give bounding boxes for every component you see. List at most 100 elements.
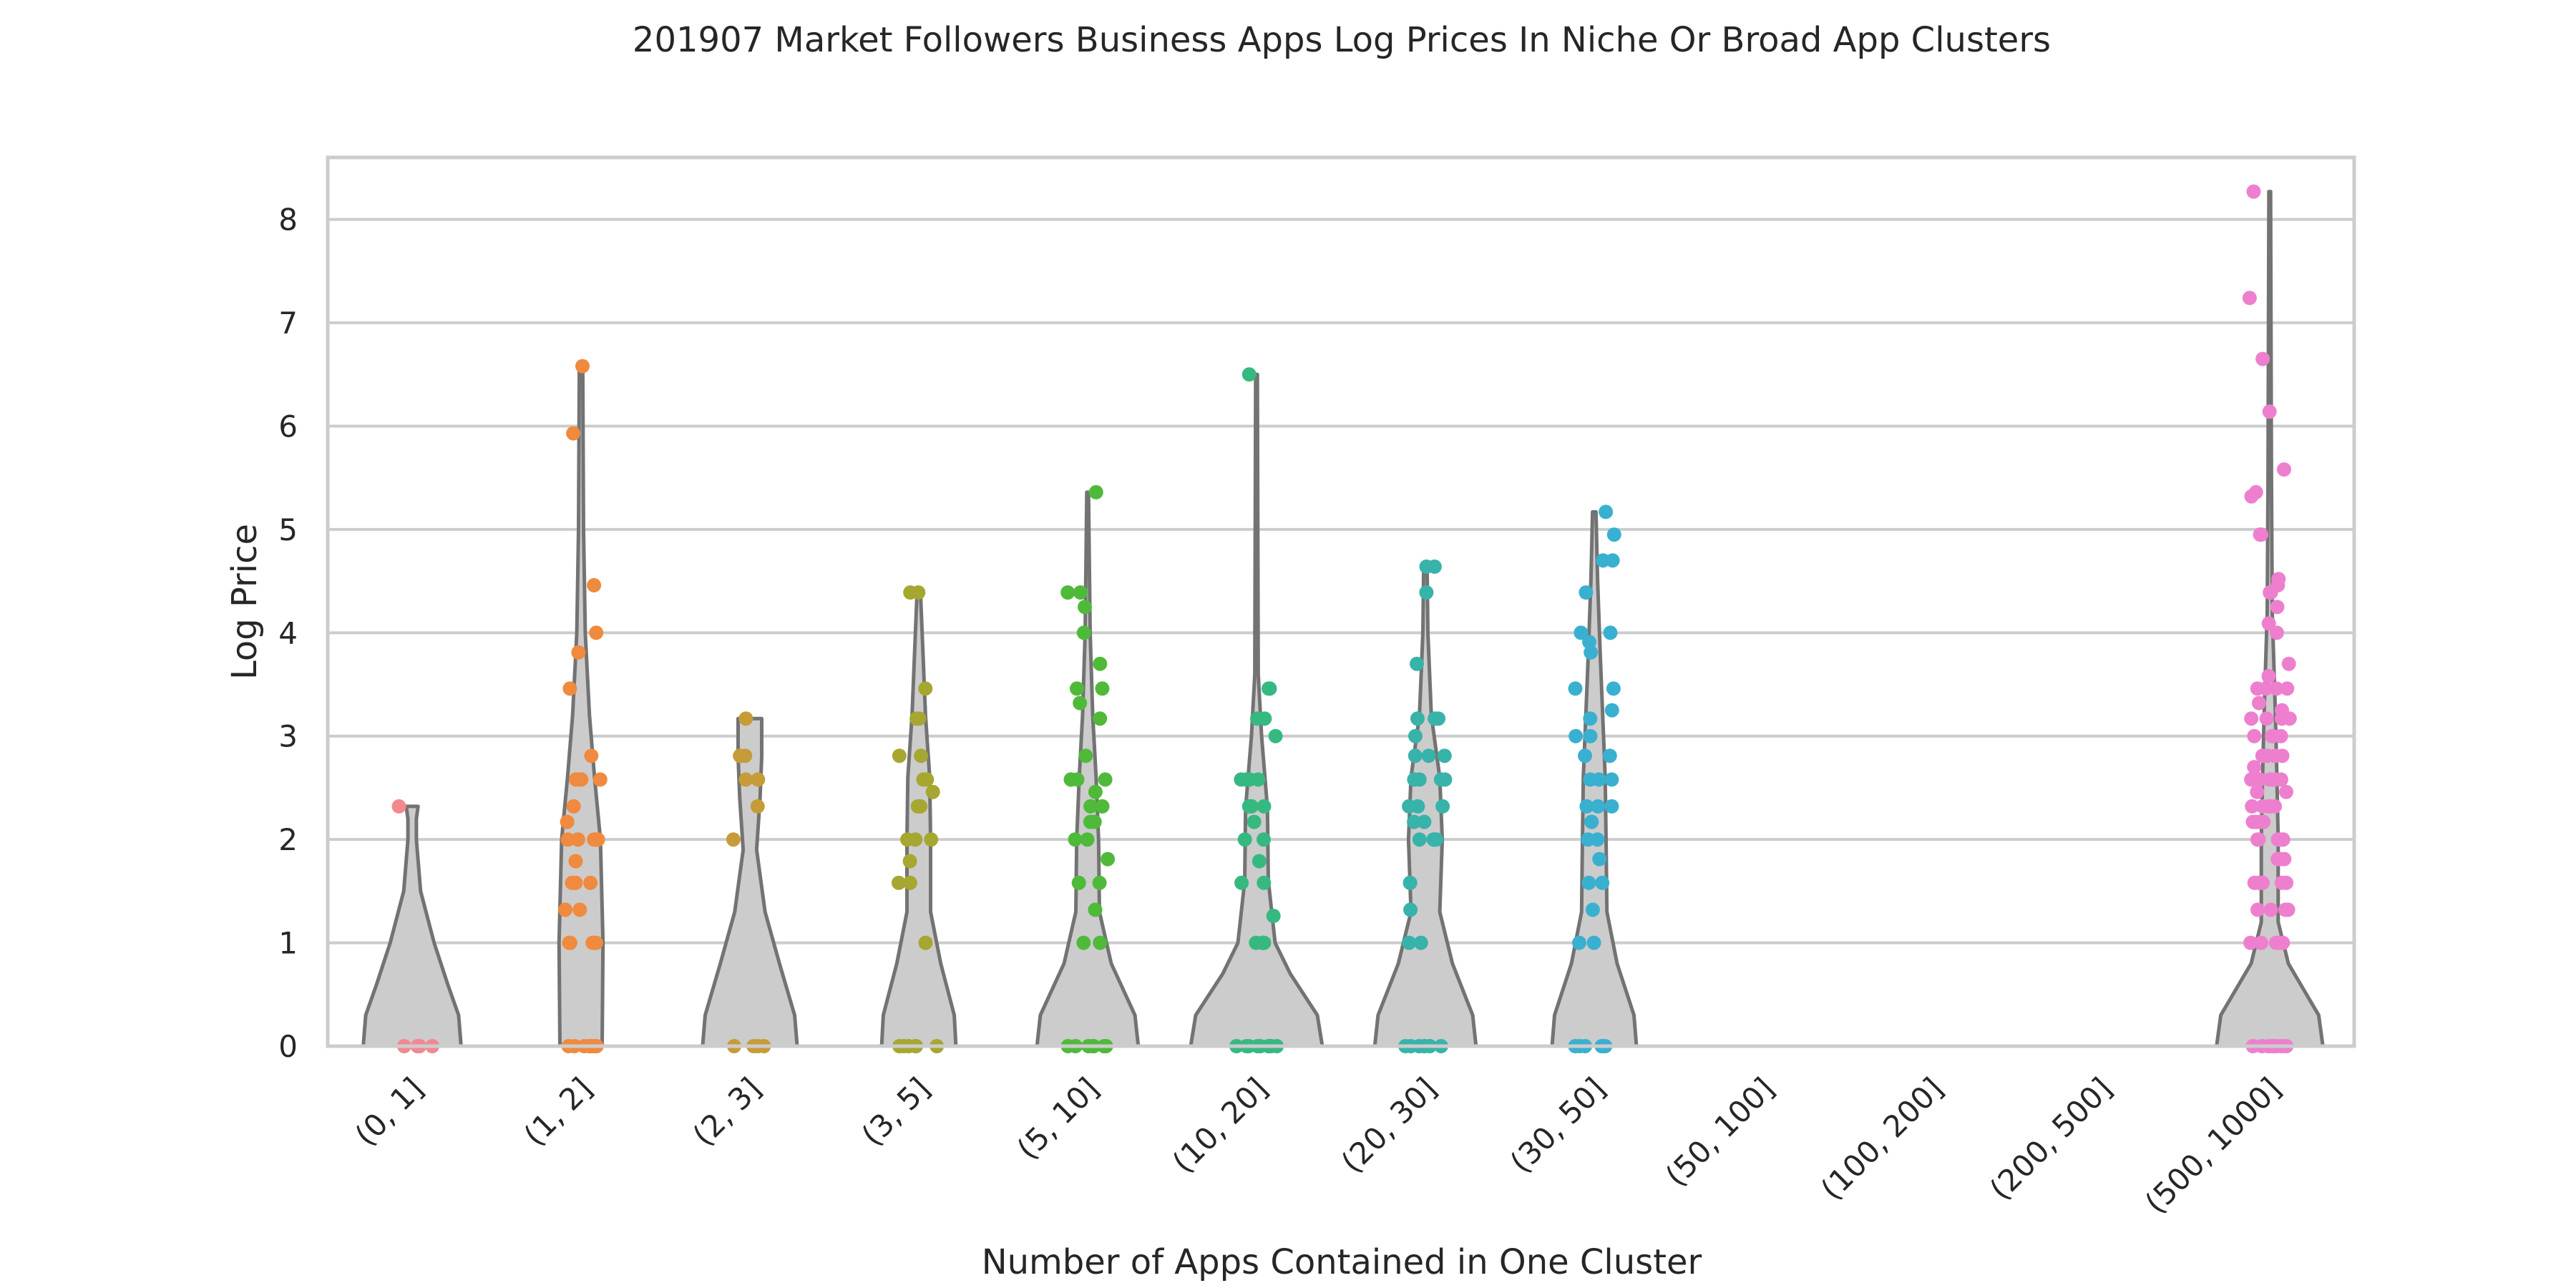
data-point bbox=[738, 772, 753, 787]
data-point bbox=[726, 832, 741, 847]
data-point bbox=[571, 832, 585, 847]
data-point bbox=[571, 645, 586, 660]
data-point bbox=[1234, 875, 1249, 890]
data-point bbox=[2259, 711, 2274, 726]
data-point bbox=[558, 902, 572, 917]
data-point bbox=[1586, 935, 1601, 950]
data-point bbox=[2251, 832, 2266, 847]
x-tick-label: (3, 5] bbox=[855, 1070, 937, 1152]
data-point bbox=[892, 875, 906, 890]
data-point bbox=[1581, 832, 1596, 847]
data-point bbox=[1070, 772, 1085, 787]
data-point bbox=[1095, 799, 1110, 814]
data-point bbox=[1068, 832, 1083, 847]
data-point bbox=[1585, 902, 1600, 917]
data-point bbox=[1088, 484, 1103, 499]
data-point bbox=[1574, 625, 1589, 640]
data-point bbox=[1408, 728, 1423, 743]
data-point bbox=[2253, 772, 2267, 787]
data-point bbox=[1421, 748, 1436, 763]
data-point bbox=[2245, 799, 2260, 814]
y-axis-label: Log Price bbox=[225, 524, 265, 680]
data-point bbox=[1080, 832, 1095, 847]
data-point bbox=[1403, 902, 1418, 917]
data-point bbox=[1578, 748, 1592, 763]
data-point bbox=[1237, 832, 1252, 847]
data-point bbox=[1413, 935, 1428, 950]
data-point bbox=[1407, 748, 1423, 763]
data-point bbox=[2270, 852, 2285, 867]
data-point bbox=[1244, 799, 1259, 814]
y-tick-label: 0 bbox=[278, 1029, 298, 1064]
data-point bbox=[2273, 832, 2288, 847]
data-point bbox=[1435, 799, 1450, 814]
data-point bbox=[587, 832, 602, 847]
data-point bbox=[1093, 656, 1108, 671]
violin-2 bbox=[701, 716, 799, 1048]
data-point bbox=[1596, 553, 1611, 568]
data-point bbox=[575, 358, 590, 374]
data-point bbox=[1419, 585, 1434, 600]
x-tick-label: (30, 50] bbox=[1503, 1070, 1612, 1179]
data-point bbox=[1606, 527, 1621, 542]
data-point bbox=[1583, 711, 1598, 726]
data-point bbox=[1246, 814, 1262, 829]
violin-3 bbox=[879, 590, 958, 1048]
x-tick-label: (100, 200] bbox=[1814, 1070, 1950, 1206]
data-point bbox=[1087, 814, 1102, 829]
data-point bbox=[560, 814, 575, 829]
y-tick-label: 7 bbox=[278, 306, 298, 341]
data-point bbox=[2268, 799, 2283, 814]
data-point bbox=[1592, 852, 1607, 867]
data-point bbox=[1604, 772, 1619, 787]
plot-frame bbox=[326, 155, 2356, 1048]
y-tick-label: 6 bbox=[278, 409, 298, 444]
data-point bbox=[1101, 852, 1116, 867]
data-point bbox=[2255, 748, 2270, 763]
data-point bbox=[918, 681, 933, 696]
data-point bbox=[902, 854, 917, 869]
data-point bbox=[2268, 748, 2282, 763]
data-point bbox=[1093, 711, 1108, 726]
chart-title: 201907 Market Followers Business Apps Lo… bbox=[633, 20, 2051, 60]
data-point bbox=[2272, 935, 2286, 950]
data-point bbox=[587, 577, 602, 592]
data-point bbox=[1595, 875, 1610, 890]
data-point bbox=[587, 935, 602, 950]
data-point bbox=[1234, 772, 1249, 787]
data-point bbox=[1599, 504, 1614, 519]
data-point bbox=[391, 799, 406, 814]
violin-6 bbox=[1372, 565, 1478, 1048]
data-point bbox=[1098, 772, 1113, 787]
data-point bbox=[2269, 681, 2284, 696]
data-point bbox=[1071, 875, 1086, 890]
violin-0 bbox=[361, 804, 463, 1048]
data-point bbox=[2255, 875, 2270, 890]
data-point bbox=[1268, 728, 1283, 743]
data-point bbox=[566, 426, 581, 441]
data-point bbox=[2278, 902, 2293, 917]
data-point bbox=[738, 748, 753, 763]
data-point bbox=[2258, 681, 2273, 696]
data-point bbox=[2255, 351, 2270, 366]
data-point bbox=[751, 772, 766, 787]
data-point bbox=[2262, 404, 2277, 419]
data-point bbox=[1437, 748, 1452, 763]
x-tick-label: (20, 30] bbox=[1335, 1070, 1443, 1179]
data-point bbox=[1088, 902, 1103, 917]
data-point bbox=[1402, 935, 1417, 950]
x-tick-label: (50, 100] bbox=[1659, 1070, 1781, 1193]
data-point bbox=[1073, 585, 1088, 600]
data-point bbox=[1582, 635, 1597, 650]
data-point bbox=[2271, 572, 2286, 587]
y-tick-label: 3 bbox=[278, 719, 298, 754]
data-point bbox=[1070, 681, 1084, 696]
data-point bbox=[1604, 703, 1619, 718]
data-point bbox=[1579, 585, 1594, 600]
data-point bbox=[1083, 799, 1098, 814]
data-point bbox=[2244, 711, 2259, 726]
data-point bbox=[1060, 585, 1075, 600]
data-point bbox=[1410, 656, 1424, 671]
data-point bbox=[583, 875, 598, 890]
